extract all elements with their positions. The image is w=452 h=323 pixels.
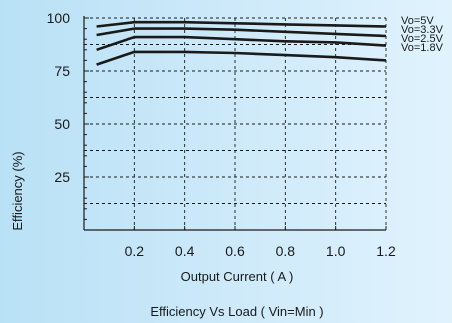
series-line [96, 27, 387, 38]
x-tick-label: 0.4 [175, 243, 195, 259]
tick-labels: 0.2 0.4 0.6 0.8 1.0 1.2 25 50 75 100 [47, 10, 396, 259]
legend-entry: Vo=3.3V [401, 24, 444, 36]
series-line [96, 50, 387, 66]
series-line [96, 20, 387, 28]
x-tick-label: 0.2 [125, 243, 145, 259]
y-tick-label: 25 [54, 169, 70, 185]
x-tick-label: 0.6 [225, 243, 245, 259]
x-tick-label: 1.0 [326, 243, 346, 259]
series-line [96, 35, 387, 52]
grid-lines [84, 17, 387, 230]
y-axis-label: Efficiency (%) [10, 151, 25, 230]
legend-entry: Vo=5V [401, 15, 434, 27]
y-tick-label: 75 [54, 63, 70, 79]
y-tick-label: 50 [54, 116, 70, 132]
y-tick-label: 100 [47, 10, 71, 26]
legend-entry: Vo=1.8V [401, 42, 444, 54]
chart-title: Efficiency Vs Load ( Vin=Min ) [150, 304, 323, 319]
axes [83, 16, 387, 231]
series-lines [96, 20, 387, 66]
x-tick-label: 0.8 [276, 243, 296, 259]
x-axis-label: Output Current ( A ) [181, 269, 294, 284]
x-tick-label: 1.2 [376, 243, 396, 259]
legend-entry: Vo=2.5V [401, 33, 444, 45]
